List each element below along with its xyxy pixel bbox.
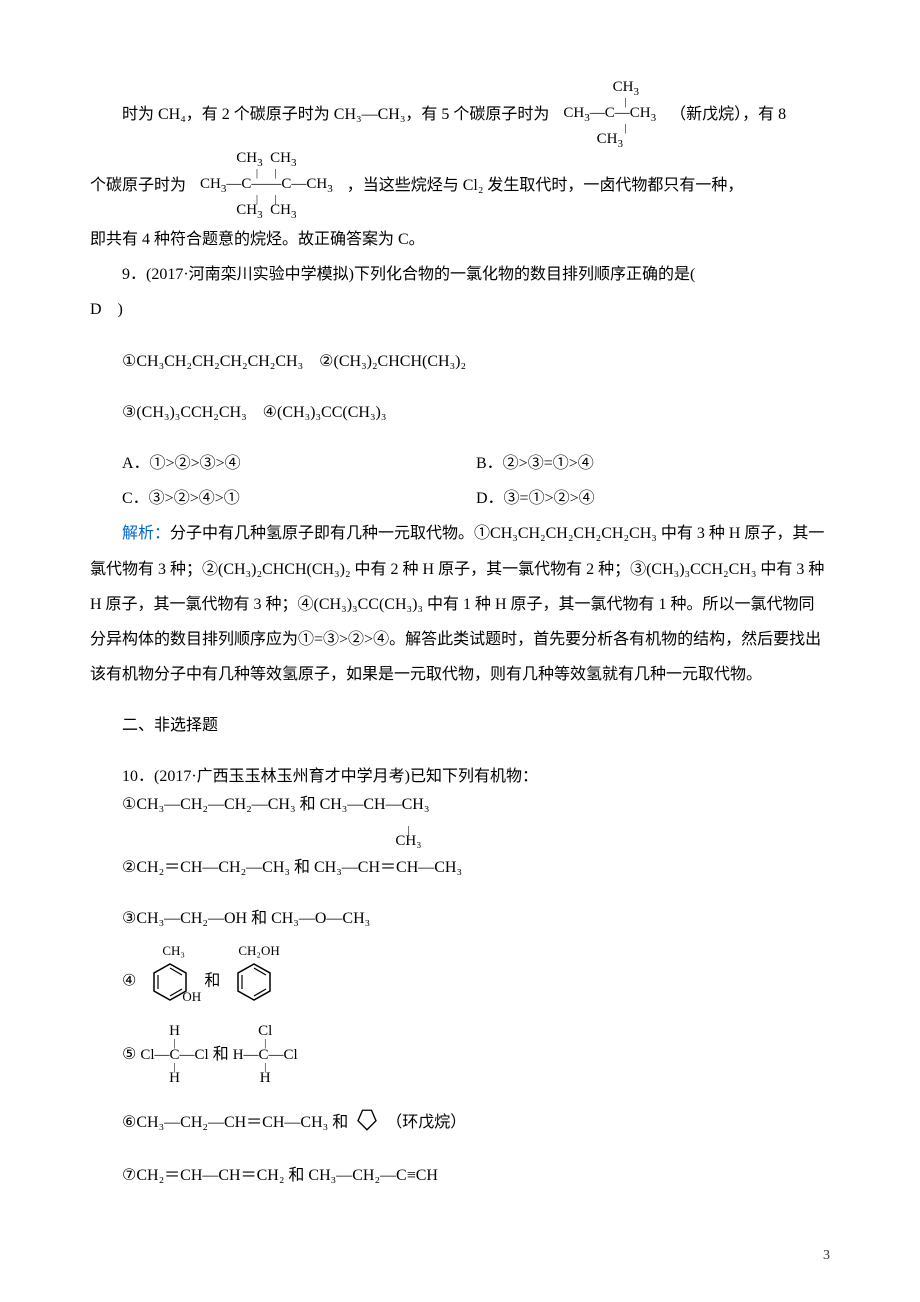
q10-item6-post: （环戊烷） <box>386 1114 466 1131</box>
text-p2-pre: 个碳原子时为 <box>90 177 186 194</box>
q10-item4-sub3: CH₂OH <box>238 944 279 957</box>
q10-item-1: ①CH₃—CH₂—CH₂—CH₃ 和 CH₃—CH—CH₃ | CH₃ <box>122 795 830 832</box>
text-p2-post: ，当这些烷烃与 Cl₂ 发生取代时，一卤代物都只有一种， <box>347 177 744 194</box>
benzene-structure-1: CH₃ OH <box>140 952 200 1012</box>
q10-item5-right: Cl|H—C—Cl|H <box>233 1024 298 1087</box>
q9-answer-line: D ) <box>90 292 830 327</box>
q9-formulas-1: ①CH₃CH₂CH₂CH₂CH₂CH₃ ②(CH₃)₂CHCH(CH₃)₂ <box>122 344 830 379</box>
q10-item1-a: ①CH₃—CH₂—CH₂—CH₃ 和 CH₃—CH—CH₃ <box>122 796 429 813</box>
q10-item-3: ③CH₃—CH₂—OH 和 CH₃—O—CH₃ <box>122 901 830 936</box>
q9-analysis-text: 分子中有几种氢原子即有几种一元取代物。①CH₃CH₂CH₂CH₂CH₂CH₃ 中… <box>90 525 824 683</box>
q9-option-d: D．③=①>②>④ <box>476 481 830 516</box>
structure-hexamethylethane: CH3 CH3 | | CH3—C——C—CH3 | | CH3 CH3 <box>200 151 333 222</box>
paragraph-intro-2: 个碳原子时为 CH3 CH3 | | CH3—C——C—CH3 | | CH3 … <box>90 151 830 222</box>
section-2-title: 二、非选择题 <box>90 708 830 743</box>
page: 时为 CH₄，有 2 个碳原子时为 CH₃—CH₃，有 5 个碳原子时为 CH3… <box>0 0 920 1302</box>
q9-analysis-label: 解析： <box>122 525 170 542</box>
q9-formulas-2: ③(CH₃)₃CCH₂CH₃ ④(CH₃)₃CC(CH₃)₃ <box>122 395 830 430</box>
q10-item-6: ⑥CH₃—CH₂—CH＝CH—CH₃ 和 （环戊烷） <box>122 1105 830 1142</box>
q10-item-5: ⑤ H|Cl—C—Cl|H 和 Cl|H—C—Cl|H <box>122 1024 830 1087</box>
text-p1-pre: 时为 CH₄，有 2 个碳原子时为 CH₃—CH₃，有 5 个碳原子时为 <box>122 106 549 123</box>
paragraph-intro-3: 即共有 4 种符合题意的烷烃。故正确答案为 C。 <box>90 222 830 257</box>
structure-neopentane: CH3 | CH3—C—CH3 | CH3 <box>563 80 656 151</box>
cyclopentane-icon <box>352 1105 382 1142</box>
q10-item4-sub2: OH <box>182 990 201 1003</box>
q10-item5-mid: 和 <box>213 1046 233 1063</box>
question-10: 10．(2017·广西玉玉林玉州育才中学月考)已知下列有机物： <box>90 759 830 794</box>
q9-option-b: B．②>③=①>④ <box>476 446 830 481</box>
q10-item-4: ④ CH₃ OH 和 CH₂OH <box>122 952 830 1012</box>
q10-item-2: ②CH₂＝CH—CH₂—CH₃ 和 CH₃—CH＝CH—CH₃ <box>122 850 830 885</box>
page-number: 3 <box>823 1241 830 1272</box>
q9-stem: 9．(2017·河南栾川实验中学模拟)下列化合物的一氯化物的数目排列顺序正确的是… <box>122 266 695 283</box>
q10-item5-num: ⑤ <box>122 1046 140 1063</box>
benzene-icon-2 <box>234 962 274 1002</box>
q9-option-c: C．③>②>④>① <box>122 481 476 516</box>
question-9: 9．(2017·河南栾川实验中学模拟)下列化合物的一氯化物的数目排列顺序正确的是… <box>90 257 830 292</box>
q10-item6-pre: ⑥CH₃—CH₂—CH＝CH—CH₃ 和 <box>122 1114 352 1131</box>
q10-item4-num: ④ <box>122 973 136 990</box>
q10-item4-sub1: CH₃ <box>162 944 185 957</box>
q10-item1-branch: | CH₃ <box>395 827 421 850</box>
q10-item1-b: CH₃ <box>395 833 421 849</box>
text-p1-post: （新戊烷），有 8 <box>670 106 786 123</box>
q9-options-row2: C．③>②>④>① D．③=①>②>④ <box>122 481 830 516</box>
paragraph-intro-1: 时为 CH₄，有 2 个碳原子时为 CH₃—CH₃，有 5 个碳原子时为 CH3… <box>90 80 830 151</box>
q10-item4-mid: 和 <box>204 973 224 990</box>
q10-item-7: ⑦CH₂＝CH—CH＝CH₂ 和 CH₃—CH₂—C≡CH <box>122 1158 830 1193</box>
q9-analysis: 解析：分子中有几种氢原子即有几种一元取代物。①CH₃CH₂CH₂CH₂CH₂CH… <box>90 516 830 692</box>
benzene-structure-2: CH₂OH <box>224 952 284 1012</box>
q9-option-a: A．①>②>③>④ <box>122 446 476 481</box>
q10-item5-left: H|Cl—C—Cl|H <box>140 1024 208 1087</box>
q9-options-row1: A．①>②>③>④ B．②>③=①>④ <box>122 446 830 481</box>
